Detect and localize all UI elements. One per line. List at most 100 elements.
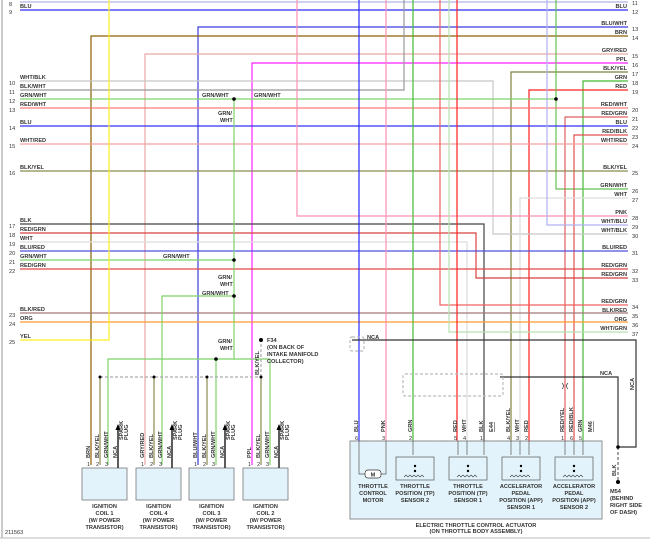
nca-label: NCA: [630, 378, 636, 390]
coil-pin-number: 2: [150, 462, 153, 468]
grn-wht-label: GRN/WHT: [163, 254, 190, 260]
coil-name: IGNITION: [92, 504, 117, 510]
potentiometer-icon: [562, 474, 584, 478]
actuator-pin-number: 6: [570, 436, 573, 442]
m54-desc: (BEHIND: [610, 496, 633, 502]
coil-pin-label: BLK/YEL: [202, 433, 208, 458]
spark-plug-label: SPARK: [119, 421, 125, 440]
spark-plug-label: PLUG: [178, 424, 184, 440]
left-pin-label: BLK/YEL: [20, 165, 45, 171]
coil-body: [188, 467, 235, 501]
right-pin-number: 20: [632, 108, 638, 114]
f34-desc: COLLECTOR): [267, 359, 304, 365]
right-pin-number: 28: [632, 216, 638, 222]
wire-nca: [352, 339, 637, 448]
sensor-box: [501, 456, 541, 481]
right-pin-number: 24: [632, 144, 638, 150]
splice: [205, 375, 209, 379]
splice-labels: GRN/WHT GRN/WHT GRN/ WHT GRN/WHT GRN/ WH…: [5, 93, 642, 536]
wire-blk-wht: [20, 0, 405, 91]
left-pin-label: BLK/WHT: [20, 84, 46, 90]
right-pin-number: 12: [632, 10, 638, 16]
coil-pin-number: 2: [96, 462, 99, 468]
wire-gry-red: [144, 53, 628, 465]
coil-body: [81, 467, 128, 501]
arrow-up-icon: [115, 424, 121, 430]
left-pin-number: 12: [9, 99, 15, 105]
wire-grn-wht: [555, 0, 628, 190]
actuator-pin-number: 4: [463, 436, 466, 442]
wire-yel: [20, 0, 110, 341]
wires: [20, 0, 637, 480]
left-pin-label: RED/GRN: [20, 227, 46, 233]
grn-split-label: GRN/: [218, 111, 232, 117]
left-pin-label: WHT/BLK: [20, 75, 46, 81]
inline-connector-icon: [561, 382, 569, 390]
left-pin-label: BLU: [20, 120, 32, 126]
right-pin-number: 18: [632, 81, 638, 87]
right-pin-label: RED/GRN: [601, 299, 627, 305]
right-pin-label: BLU/RED: [602, 245, 627, 251]
coil-pin-number: 3: [105, 462, 108, 468]
wire-red-blk: [573, 134, 628, 460]
wire-wht: [20, 241, 468, 460]
actuator-part-label: PEDAL: [512, 491, 532, 497]
coil-name: TRANSISTOR): [85, 525, 123, 531]
f34-desc: (ON BACK OF: [267, 345, 305, 351]
coil-pin-label: BLK/YEL: [149, 433, 155, 458]
wht-split-label: WHT: [220, 282, 233, 288]
coil-body: [135, 467, 182, 501]
shield-box: [402, 373, 504, 397]
coil-pin-label: PPL: [247, 447, 253, 458]
throttle-actuator: 6 BLU 3 PNK 2 GRN 5 RED 4 WHT 1 BLK 4 BLK/YEL 3 WHT 2 RED…: [349, 382, 603, 535]
nca-label: NCA: [367, 335, 379, 341]
spark-plug-label: PLUG: [285, 424, 291, 440]
wire-red: [528, 89, 628, 460]
right-pin-number: 36: [632, 323, 638, 329]
f34-ground-icon: [259, 338, 263, 342]
right-pin-number: 34: [632, 305, 638, 311]
left-pin-number: 10: [9, 81, 15, 87]
actuator-pin-label: RED: [524, 420, 530, 432]
right-pin-label: PNK: [615, 210, 627, 216]
coil-pin-number: 3: [266, 462, 269, 468]
right-pin-number: 15: [632, 54, 638, 60]
splice: [232, 294, 236, 298]
actuator-pin-number: 3: [382, 436, 385, 442]
left-pin-label: ORG: [20, 316, 33, 322]
left-pin-label: BLK/RED: [20, 307, 45, 313]
coil-pin-number: 1: [194, 462, 197, 468]
wire-grn-wht: [234, 358, 271, 465]
right-pin-number: 16: [632, 63, 638, 69]
actuator-pin-number: 5: [454, 436, 457, 442]
f34-id: F34: [267, 338, 278, 344]
left-pin-number: 13: [9, 108, 15, 114]
coil-pin-number: 3: [159, 462, 162, 468]
actuator-subtitle: (ON THROTTLE BODY ASSEMBLY): [429, 529, 522, 535]
coil-name: COIL 2: [257, 511, 275, 517]
spark-plug-label: SPARK: [226, 421, 232, 440]
splice: [616, 445, 620, 449]
actuator-part-label: POSITION (APP): [499, 498, 543, 504]
right-pin-number: 17: [632, 72, 638, 78]
right-pin-label: RED/BLK: [602, 129, 627, 135]
left-pin-number: 20: [9, 251, 15, 257]
wire-ppl: [251, 62, 628, 465]
coil-name: COIL 3: [203, 511, 221, 517]
right-pin-label: BLK/YEL: [603, 66, 628, 72]
right-pin-number: 29: [632, 225, 638, 231]
left-pin-number: 17: [9, 224, 15, 230]
coil-pin-number: 1: [141, 462, 144, 468]
coil-pin-number: 1: [248, 462, 251, 468]
wire-wht-blu: [546, 0, 628, 226]
left-pin-number: 18: [9, 233, 15, 239]
actuator-pin-number: 5: [579, 436, 582, 442]
right-pin-label: RED/GRN: [601, 263, 627, 269]
right-pin-number: 23: [632, 135, 638, 141]
actuator-part-label: SENSOR 2: [401, 498, 429, 504]
left-pin-number: 15: [9, 144, 15, 150]
